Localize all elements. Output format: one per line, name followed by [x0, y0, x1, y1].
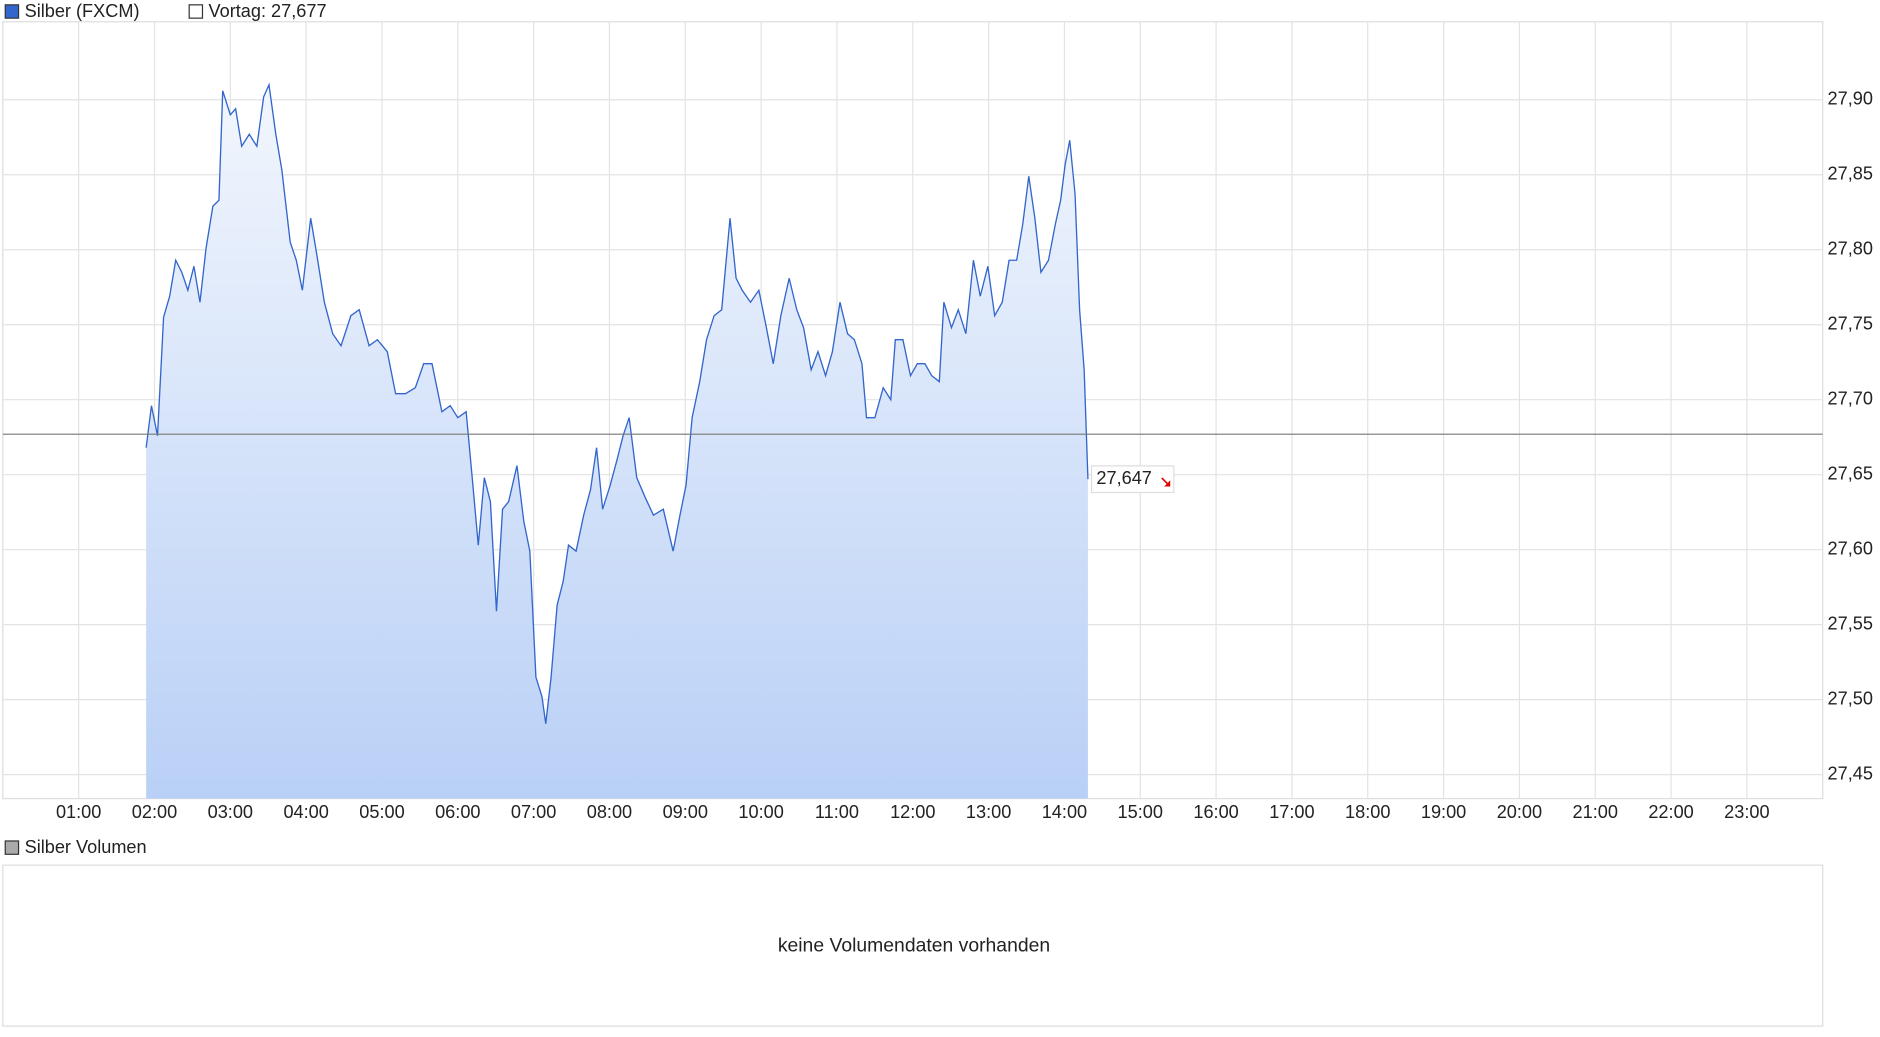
- y-tick-label: 27,70: [1828, 389, 1873, 409]
- line: [145, 82, 1089, 724]
- x-tick-label: 07:00: [511, 802, 556, 822]
- x-tick-label: 15:00: [1118, 802, 1163, 822]
- y-tick-label: 27,65: [1828, 463, 1873, 483]
- x-tick-label: 12:00: [890, 802, 935, 822]
- x-tick-label: 06:00: [435, 802, 480, 822]
- x-tick-label: 01:00: [56, 802, 101, 822]
- legend-swatch: [4, 840, 20, 855]
- reference-label: Vortag: 27,677: [209, 1, 327, 21]
- x-tick-label: 04:00: [283, 802, 328, 822]
- marks: [2, 82, 1823, 799]
- x-tick-label: 17:00: [1269, 802, 1314, 822]
- x-tick-label: 21:00: [1573, 802, 1618, 822]
- x-tick-label: 13:00: [966, 802, 1011, 822]
- volume-panel: [2, 864, 1824, 1027]
- volume-message: keine Volumendaten vorhanden: [778, 934, 1050, 956]
- x-tick-label: 19:00: [1421, 802, 1466, 822]
- y-tick-label: 27,55: [1828, 613, 1873, 633]
- x-tick-label: 18:00: [1345, 802, 1390, 822]
- x-tick-label: 10:00: [738, 802, 783, 822]
- x-tick-label: 02:00: [132, 802, 177, 822]
- volume-title: Silber Volumen: [25, 837, 147, 857]
- y-tick-label: 27,85: [1828, 164, 1873, 184]
- last-value-box: [1090, 465, 1175, 494]
- legend-swatch: [188, 4, 204, 19]
- y-tick-label: 27,90: [1828, 89, 1873, 109]
- labels: 27,45 27,50 27,55 27,60 27,65 27,70 27,75 27,80…: [56, 89, 1873, 822]
- x-tick-label: 23:00: [1724, 802, 1769, 822]
- x-tick-label: 03:00: [208, 802, 253, 822]
- x-tick-label: 09:00: [663, 802, 708, 822]
- grid: [2, 21, 1823, 799]
- x-tick-label: 08:00: [587, 802, 632, 822]
- x-tick-label: 11:00: [815, 802, 859, 822]
- area: [146, 84, 1088, 799]
- legend-label: Silber (FXCM): [25, 1, 140, 21]
- y-tick-label: 27,50: [1828, 688, 1873, 708]
- y-tick-label: 27,45: [1828, 763, 1873, 783]
- x-tick-label: 16:00: [1193, 802, 1238, 822]
- x-tick-label: 20:00: [1497, 802, 1542, 822]
- trend-arrow-head: [1164, 480, 1171, 487]
- x-tick-label: 22:00: [1648, 802, 1693, 822]
- legend-swatch: [4, 4, 20, 19]
- x-tick-label: 14:00: [1042, 802, 1087, 822]
- y-tick-label: 27,75: [1828, 314, 1873, 334]
- y-tick-label: 27,80: [1828, 239, 1873, 259]
- y-tick-label: 27,60: [1828, 538, 1873, 558]
- last-value-label: 27,647: [1096, 468, 1152, 488]
- x-tick-label: 05:00: [359, 802, 404, 822]
